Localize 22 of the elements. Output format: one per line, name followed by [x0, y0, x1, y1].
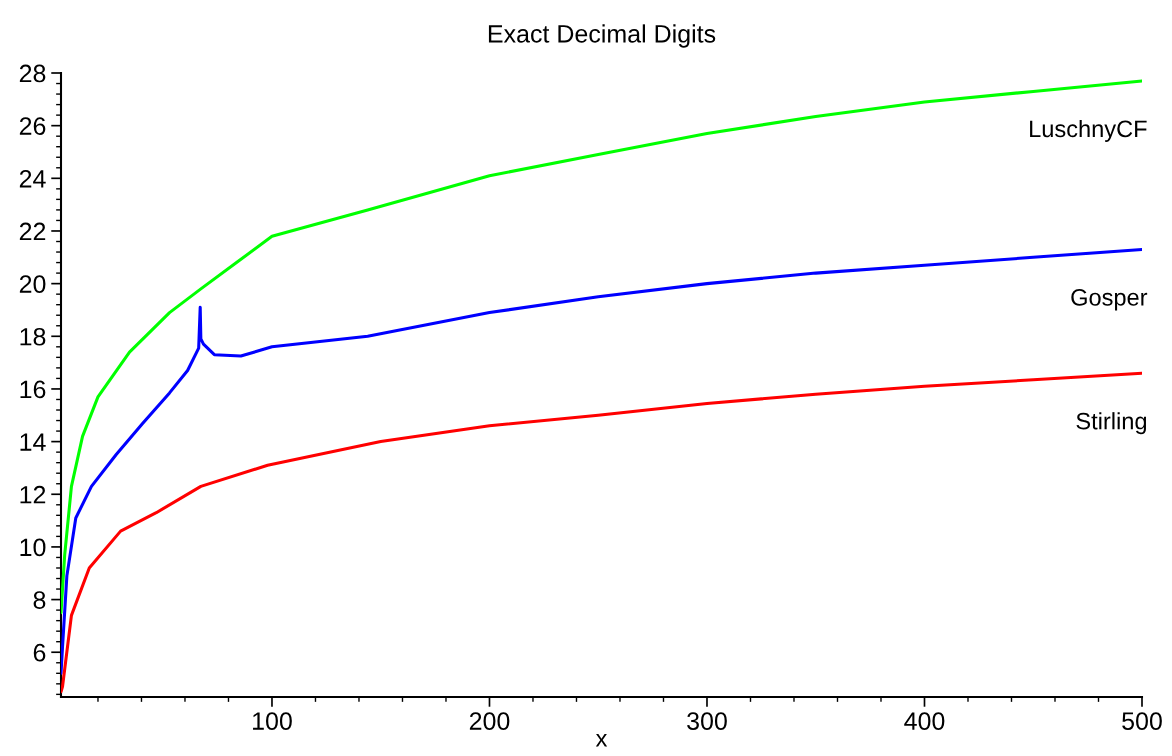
y-tick-label: 24 — [19, 169, 46, 188]
x-tick-label: 100 — [253, 712, 292, 730]
x-tick-label: 200 — [469, 712, 510, 730]
y-tick-label: 26 — [19, 117, 46, 135]
y-tick-label: 8 — [33, 591, 46, 609]
y-tick-label: 20 — [19, 275, 46, 293]
y-tick-label: 14 — [20, 433, 46, 451]
y-tick-label: 18 — [20, 327, 46, 346]
y-tick-label: 12 — [20, 485, 46, 504]
x-tick-label: 400 — [904, 712, 945, 730]
chart-title: Exact Decimal Digits — [488, 24, 716, 48]
x-tick-label: 300 — [687, 712, 727, 730]
series-label: Gosper — [1071, 289, 1148, 311]
x-tick-label: 500 — [1122, 712, 1162, 730]
y-tick-label: 16 — [20, 380, 46, 399]
y-tick-label: 6 — [33, 643, 46, 662]
series-label: Stirling — [1076, 412, 1147, 435]
y-tick-label: 10 — [20, 538, 46, 557]
x-axis-title: x — [595, 733, 608, 747]
y-tick-label: 22 — [19, 222, 46, 241]
y-tick-label: 28 — [19, 64, 46, 83]
series-label: LuschnyCF — [1030, 119, 1147, 142]
